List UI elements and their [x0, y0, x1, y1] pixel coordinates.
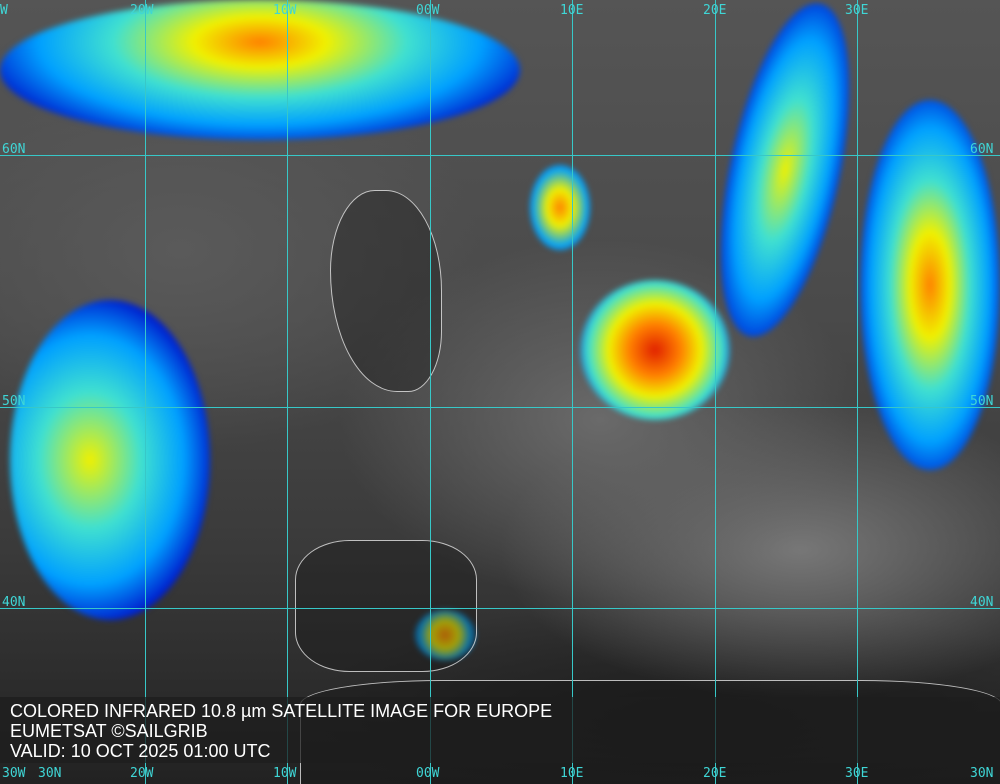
caption-box: COLORED INFRARED 10.8 µm SATELLITE IMAGE… — [0, 697, 1000, 763]
left-label-30n: 30N — [38, 766, 62, 781]
parallel-60n — [0, 155, 1000, 156]
land-britain — [330, 190, 442, 392]
bottom-label-30w: 30W — [2, 766, 26, 781]
cloud-band-russia — [860, 100, 1000, 470]
right-label-60n: 60N — [970, 142, 994, 157]
meridian-20e — [715, 0, 716, 784]
caption-source: EUMETSAT ©SAILGRIB — [10, 721, 208, 741]
meridian-10w — [287, 0, 288, 784]
bottom-label-20e: 20E — [703, 766, 727, 781]
meridian-10e — [572, 0, 573, 784]
caption-valid-time: VALID: 10 OCT 2025 01:00 UTC — [10, 741, 271, 761]
parallel-40n — [0, 608, 1000, 609]
parallel-50n — [0, 407, 1000, 408]
land-iberia — [295, 540, 477, 672]
bottom-label-10w: 10W — [273, 766, 297, 781]
caption-title: COLORED INFRARED 10.8 µm SATELLITE IMAGE… — [10, 701, 553, 721]
left-label-40n: 40N — [2, 595, 26, 610]
cloud-storm-central-europe — [580, 280, 730, 420]
meridian-30e — [857, 0, 858, 784]
cloud-band-western-atlantic — [10, 300, 210, 620]
left-label-50n: 50N — [2, 394, 26, 409]
meridian-0 — [430, 0, 431, 784]
top-label-20w: 20W — [130, 3, 154, 18]
right-label-40n: 40N — [970, 595, 994, 610]
bottom-label-10e: 10E — [560, 766, 584, 781]
top-label-00w: 00W — [416, 3, 440, 18]
top-label-20e: 20E — [703, 3, 727, 18]
bottom-label-00w: 00W — [416, 766, 440, 781]
cloud-storm-norway — [530, 165, 590, 250]
top-label-10w: 10W — [273, 3, 297, 18]
cloud-band-eastern-europe — [695, 0, 875, 348]
top-label-30w: W — [0, 3, 8, 18]
right-label-50n: 50N — [970, 394, 994, 409]
cloud-band-north-atlantic — [0, 0, 520, 140]
right-label-30n: 30N — [970, 766, 994, 781]
bottom-label-30e: 30E — [845, 766, 869, 781]
bottom-label-20w: 20W — [130, 766, 154, 781]
top-label-30e: 30E — [845, 3, 869, 18]
meridian-20w — [145, 0, 146, 784]
top-label-10e: 10E — [560, 3, 584, 18]
left-label-60n: 60N — [2, 142, 26, 157]
